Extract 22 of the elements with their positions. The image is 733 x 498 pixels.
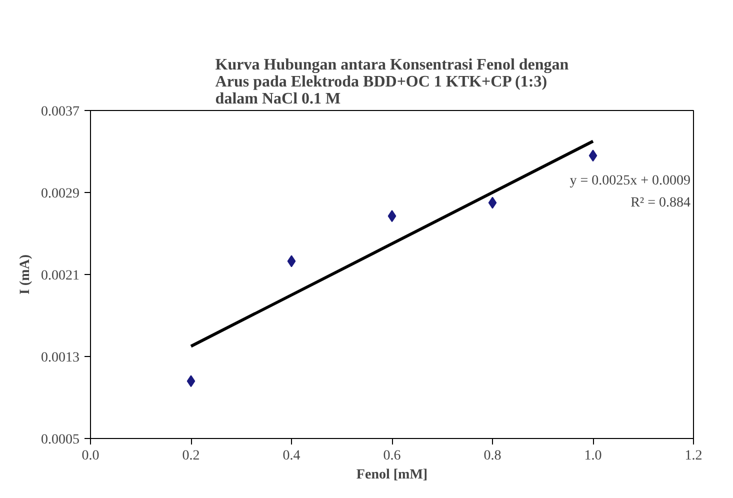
y-axis-title: I (mA) — [18, 254, 33, 295]
x-tick-label: 1.0 — [584, 448, 602, 464]
x-tick-label: 0.4 — [282, 448, 300, 464]
point — [388, 210, 396, 222]
x-tick-label: 1.2 — [684, 448, 702, 464]
point — [186, 375, 196, 388]
annotation: R² = 0.884 — [630, 196, 691, 210]
x-tick-label: 0.8 — [484, 448, 502, 464]
point — [488, 196, 497, 209]
point — [588, 150, 598, 162]
y-tick-label: 0.0013 — [41, 350, 80, 366]
x-tick-label: 0.6 — [383, 448, 401, 464]
y-tick-label: 0.0037 — [41, 104, 80, 120]
x-tick-label: 0.0 — [82, 448, 100, 464]
y-tick-label: 0.0005 — [41, 432, 80, 448]
x-tick-label: 0.2 — [182, 448, 200, 464]
x-axis-title: Fenol [mM] — [356, 468, 428, 482]
chart-title: Kurva Hubungan antara Konsentrasi Fenol dengan Arus pada Elektroda BDD+OC 1 KTK+CP (1:3) dalam NaCl 0.1 M — [215, 56, 569, 108]
y-tick-label: 0.0021 — [41, 268, 80, 284]
y-tick-label: 0.0029 — [41, 186, 80, 202]
annotation: y = 0.0025x + 0.0009 — [570, 174, 691, 188]
point — [287, 255, 296, 268]
